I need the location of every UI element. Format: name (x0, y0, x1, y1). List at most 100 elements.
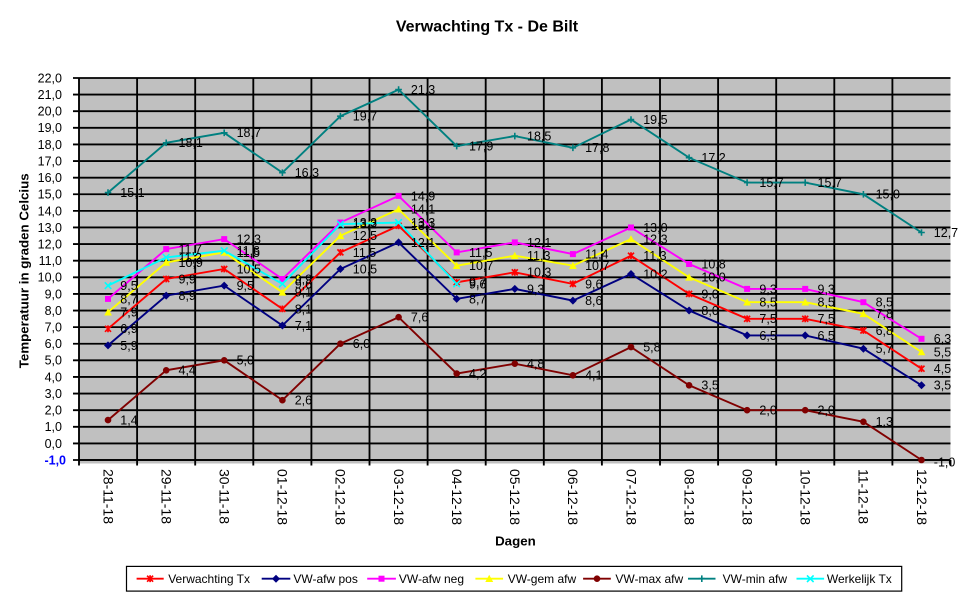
svg-text:10,7: 10,7 (469, 259, 493, 273)
svg-text:02-12-18: 02-12-18 (333, 469, 349, 525)
svg-text:14,1: 14,1 (411, 203, 435, 217)
svg-text:VW-max afw: VW-max afw (615, 572, 683, 586)
svg-text:Dagen: Dagen (495, 533, 536, 548)
svg-text:4,8: 4,8 (527, 357, 544, 371)
svg-text:12-12-18: 12-12-18 (914, 469, 930, 525)
svg-text:07-12-18: 07-12-18 (623, 469, 639, 525)
svg-text:12,1: 12,1 (411, 236, 435, 250)
svg-text:5,0: 5,0 (237, 354, 254, 368)
svg-text:14,9: 14,9 (411, 189, 435, 203)
svg-text:13,1: 13,1 (411, 219, 435, 233)
svg-text:5,9: 5,9 (120, 339, 137, 353)
svg-text:VW-min afw: VW-min afw (723, 572, 788, 586)
svg-text:10-12-18: 10-12-18 (798, 469, 814, 525)
svg-text:19,5: 19,5 (643, 113, 667, 127)
svg-text:9,3: 9,3 (527, 282, 544, 296)
svg-text:6,9: 6,9 (120, 322, 137, 336)
svg-text:4,5: 4,5 (934, 362, 951, 376)
svg-text:Verwachting Tx - De Bilt: Verwachting Tx - De Bilt (396, 19, 579, 36)
svg-text:09-12-18: 09-12-18 (739, 469, 755, 525)
svg-text:19,7: 19,7 (353, 110, 377, 124)
svg-text:29-11-18: 29-11-18 (158, 469, 174, 524)
svg-text:9,6: 9,6 (295, 277, 312, 291)
svg-text:11-12-18: 11-12-18 (856, 469, 872, 524)
svg-text:7,1: 7,1 (295, 319, 312, 333)
svg-text:6,5: 6,5 (759, 329, 776, 343)
svg-text:VW-afw pos: VW-afw pos (293, 572, 357, 586)
svg-text:2,0: 2,0 (45, 404, 62, 418)
svg-text:8,5: 8,5 (818, 296, 835, 310)
svg-text:2,6: 2,6 (295, 394, 312, 408)
svg-text:10,5: 10,5 (237, 262, 261, 276)
svg-text:11,0: 11,0 (39, 254, 62, 268)
svg-text:VW-afw neg: VW-afw neg (399, 572, 464, 586)
svg-text:06-12-18: 06-12-18 (565, 469, 581, 525)
svg-text:Temperatuur in graden Celcius: Temperatuur in graden Celcius (17, 173, 32, 368)
svg-text:5,7: 5,7 (876, 342, 893, 356)
svg-text:5,0: 5,0 (45, 354, 62, 368)
svg-text:28-11-18: 28-11-18 (100, 469, 116, 524)
svg-text:12,0: 12,0 (38, 238, 62, 252)
svg-text:15,0: 15,0 (38, 188, 62, 202)
svg-text:9,5: 9,5 (120, 279, 137, 293)
svg-text:9,6: 9,6 (469, 277, 486, 291)
svg-text:15,1: 15,1 (120, 186, 144, 200)
svg-text:3,0: 3,0 (45, 387, 62, 401)
svg-text:8,5: 8,5 (759, 296, 776, 310)
svg-text:9,7: 9,7 (469, 276, 486, 290)
svg-text:13,2: 13,2 (353, 218, 377, 232)
svg-text:Verwachting Tx: Verwachting Tx (168, 572, 250, 586)
svg-text:10,9: 10,9 (179, 256, 203, 270)
svg-text:10,0: 10,0 (38, 271, 62, 285)
svg-text:08-12-18: 08-12-18 (681, 469, 697, 525)
svg-text:6,8: 6,8 (876, 324, 893, 338)
svg-text:9,0: 9,0 (45, 287, 62, 301)
svg-text:04-12-18: 04-12-18 (449, 469, 465, 525)
svg-text:17,2: 17,2 (701, 151, 725, 165)
svg-text:8,9: 8,9 (179, 289, 196, 303)
svg-text:9,9: 9,9 (179, 272, 196, 286)
svg-text:16,0: 16,0 (38, 171, 62, 185)
svg-text:5,8: 5,8 (643, 341, 660, 355)
svg-text:11,4: 11,4 (585, 248, 608, 262)
svg-text:1,4: 1,4 (120, 414, 137, 428)
svg-text:6,0: 6,0 (353, 337, 370, 351)
svg-text:6,3: 6,3 (934, 332, 951, 346)
svg-text:01-12-18: 01-12-18 (275, 469, 291, 525)
svg-text:7,6: 7,6 (411, 311, 428, 325)
svg-text:4,4: 4,4 (179, 364, 196, 378)
svg-text:0,0: 0,0 (45, 437, 62, 451)
svg-text:10,2: 10,2 (643, 267, 667, 281)
svg-text:18,1: 18,1 (179, 136, 203, 150)
svg-text:05-12-18: 05-12-18 (507, 469, 523, 525)
svg-text:13,3: 13,3 (353, 216, 377, 230)
svg-text:15,7: 15,7 (759, 176, 783, 190)
svg-text:15,7: 15,7 (818, 176, 842, 190)
svg-text:9,5: 9,5 (237, 279, 254, 293)
svg-text:18,0: 18,0 (38, 138, 62, 152)
svg-text:4,1: 4,1 (585, 369, 602, 383)
svg-text:18,5: 18,5 (527, 130, 551, 144)
svg-text:11,3: 11,3 (643, 249, 666, 263)
svg-text:4,2: 4,2 (469, 367, 486, 381)
svg-text:03-12-18: 03-12-18 (391, 469, 407, 525)
svg-text:7,0: 7,0 (45, 321, 62, 335)
svg-text:10,3: 10,3 (527, 266, 551, 280)
svg-text:8,0: 8,0 (45, 304, 62, 318)
svg-text:17,9: 17,9 (469, 140, 493, 154)
svg-text:15,0: 15,0 (876, 188, 900, 202)
svg-text:8,1: 8,1 (295, 302, 312, 316)
svg-text:1,0: 1,0 (45, 420, 62, 434)
svg-text:VW-gem afw: VW-gem afw (508, 572, 577, 586)
svg-text:12,1: 12,1 (527, 236, 551, 250)
svg-text:-1,0: -1,0 (44, 453, 66, 467)
svg-text:12,7: 12,7 (934, 226, 958, 240)
svg-text:2,0: 2,0 (818, 404, 835, 418)
svg-text:8,7: 8,7 (469, 292, 486, 306)
svg-text:10,8: 10,8 (701, 257, 725, 271)
svg-text:11,5: 11,5 (353, 246, 376, 260)
svg-text:20,0: 20,0 (38, 105, 62, 119)
svg-text:9,6: 9,6 (585, 277, 602, 291)
svg-text:12,5: 12,5 (353, 229, 377, 243)
svg-text:18,7: 18,7 (237, 126, 261, 140)
